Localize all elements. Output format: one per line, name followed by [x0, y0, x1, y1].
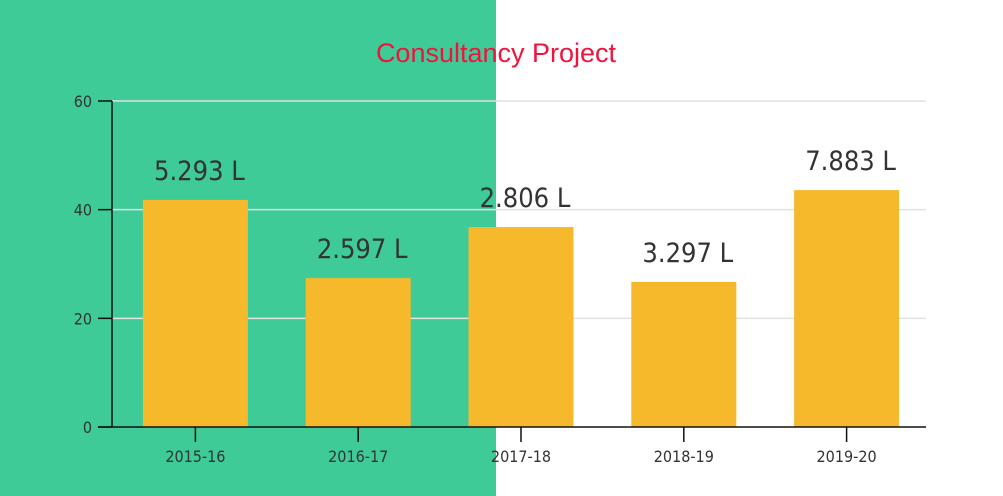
data-label: 2.806 L: [480, 183, 571, 214]
x-tick-label: 2018-19: [654, 447, 714, 466]
y-tick-label: 60: [74, 92, 92, 111]
x-tick-label: 2019-20: [817, 447, 877, 466]
x-tick-label: 2016-17: [328, 447, 388, 466]
y-tick-label: 20: [74, 309, 92, 328]
chart-title: Consultancy Project: [376, 38, 617, 68]
x-tick-label: 2017-18: [491, 447, 551, 466]
bar: [142, 199, 248, 427]
background-panel: [0, 0, 496, 496]
data-label: 5.293 L: [154, 156, 245, 187]
data-label: 7.883 L: [805, 146, 896, 177]
bar: [631, 281, 737, 427]
data-label: 2.597 L: [317, 234, 408, 265]
y-tick-label: 0: [83, 418, 92, 437]
y-tick-label: 40: [74, 201, 92, 220]
x-tick-label: 2015-16: [165, 447, 225, 466]
bar: [794, 190, 900, 427]
bar: [468, 227, 574, 427]
bar: [305, 278, 411, 427]
data-label: 3.297 L: [642, 238, 733, 269]
